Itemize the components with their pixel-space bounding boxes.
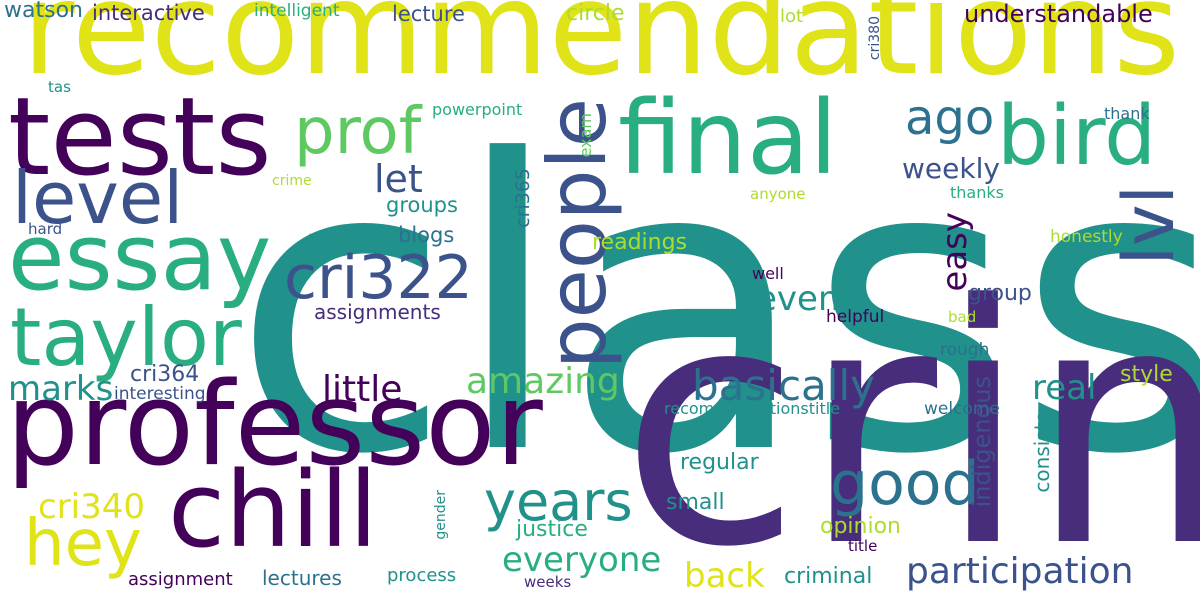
word-good: good <box>830 449 980 519</box>
word-hey: hey <box>24 507 142 581</box>
word-assignments: assignments <box>314 300 441 324</box>
word-ago: ago <box>905 90 995 146</box>
word-welcome: welcome <box>924 399 1000 419</box>
word-criminal: criminal <box>784 564 873 589</box>
word-consists: consists <box>1030 412 1054 493</box>
word-rough: rough <box>940 340 990 360</box>
word-weekly: weekly <box>902 152 1000 185</box>
word-groups: groups <box>386 193 458 217</box>
word-opinion: opinion <box>820 514 901 539</box>
word-lot: lot <box>780 6 804 27</box>
word-crime: crime <box>272 173 312 189</box>
word-helpful: helpful <box>826 307 885 327</box>
word-tas: tas <box>48 78 71 96</box>
word-justice: justice <box>516 517 588 542</box>
word-understandable: understandable <box>964 0 1153 28</box>
word-anyone: anyone <box>750 185 806 203</box>
word-thanks: thanks <box>950 183 1004 202</box>
word-watson: watson <box>4 0 83 23</box>
word-chill: chill <box>168 449 378 571</box>
word-weeks: weeks <box>524 573 572 591</box>
word-participation: participation <box>906 551 1134 592</box>
word-final: final <box>618 79 838 198</box>
word-cri340: cri340 <box>38 487 146 527</box>
word-basically: basically <box>692 361 875 410</box>
word-assignment: assignment <box>128 569 233 590</box>
word-intelligent: intelligent <box>254 1 340 21</box>
word-back: back <box>684 556 765 596</box>
word-lectures: lectures <box>262 566 342 590</box>
word-tests: tests <box>8 75 272 200</box>
word-well: well <box>752 264 784 283</box>
word-little: little <box>322 369 403 410</box>
word-process: process <box>387 565 457 586</box>
word-years: years <box>484 470 633 533</box>
word-bird: bird <box>997 89 1157 184</box>
word-essay: essay <box>8 204 272 311</box>
word-prof: prof <box>294 95 422 169</box>
word-cri364: cri364 <box>130 362 200 387</box>
word-powerpoint: powerpoint <box>432 100 523 119</box>
word-gender: gender <box>433 490 449 540</box>
word-honestly: honestly <box>1050 227 1123 247</box>
word-amazing: amazing <box>466 361 620 402</box>
word-cri365: cri365 <box>512 168 534 228</box>
word-even: even <box>756 279 840 319</box>
word-exam: exam <box>576 113 595 158</box>
word-title: title <box>848 537 878 555</box>
word-readings: readings <box>592 230 688 255</box>
word-crim: crim <box>620 235 1200 600</box>
word-cri322: cri322 <box>284 243 473 313</box>
word-real: real <box>1032 368 1097 408</box>
word-regular: regular <box>680 450 759 475</box>
word-small: small <box>666 490 725 515</box>
word-class: class <box>232 77 1200 542</box>
word-level: level <box>12 156 184 240</box>
word-professor: professor <box>6 358 543 492</box>
word-easy: easy <box>935 212 975 292</box>
word-cri380: cri380 <box>867 16 883 61</box>
word-indigenous: indigenous <box>968 376 996 508</box>
word-lecture: lecture <box>392 2 465 26</box>
word-taylor: taylor <box>10 291 242 384</box>
word-blogs: blogs <box>398 223 455 247</box>
word-circle: circle <box>566 1 625 26</box>
word-everyone: everyone <box>502 540 662 580</box>
word-style: style <box>1120 362 1173 387</box>
word-recommendations: recommendations <box>22 0 1181 104</box>
word-interactive: interactive <box>92 1 205 25</box>
word-bad: bad <box>948 308 977 326</box>
word-recommendationstitle: recommendationstitle <box>664 399 841 418</box>
word-hard: hard <box>28 220 63 238</box>
word-thank: thank <box>1104 104 1150 123</box>
word-interesting: interesting <box>114 384 206 404</box>
word-let: let <box>374 157 423 201</box>
word-marks: marks <box>8 369 114 409</box>
word-lvl: lvl <box>1108 185 1190 266</box>
word-talks: talks <box>308 230 347 249</box>
word-group: group <box>968 281 1032 306</box>
